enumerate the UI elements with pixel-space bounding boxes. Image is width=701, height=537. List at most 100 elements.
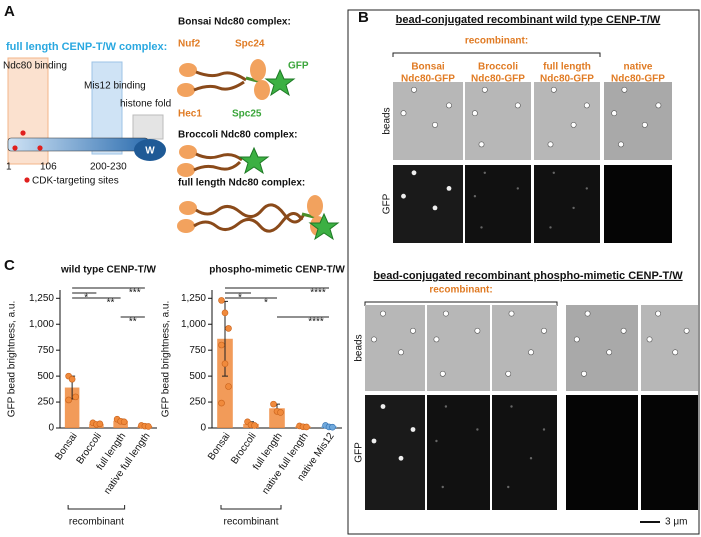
gfp-image [465, 165, 531, 243]
bead [573, 336, 580, 343]
group-bracket [67, 505, 126, 510]
bead-image [393, 82, 463, 160]
row-label: beads [354, 334, 365, 361]
bead [618, 141, 624, 148]
section-title: bead-conjugated recombinant wild type CE… [396, 14, 661, 26]
column-label: Bonsai [411, 62, 445, 73]
gfp-spot [432, 205, 438, 211]
bead [471, 110, 478, 117]
position-label: 1 [6, 162, 12, 173]
subunit-label: Hec1 [178, 109, 202, 120]
data-point [225, 383, 232, 390]
bead-image [604, 82, 672, 160]
bead [432, 122, 438, 128]
bead [655, 102, 662, 109]
column-label: Ndc80-GFP [540, 74, 594, 85]
bead [570, 122, 577, 128]
section-title: bead-conjugated recombinant phospho-mime… [373, 270, 683, 282]
panel-title: full length CENP-T/W complex: [6, 41, 167, 53]
bead-image [641, 305, 698, 391]
y-tick-label: 1,250 [181, 293, 206, 304]
gfp-spot [585, 187, 588, 190]
gfp-image [492, 395, 557, 510]
bead [380, 310, 386, 317]
gfp-spot [473, 195, 477, 198]
y-tick-label: 1,000 [29, 319, 54, 330]
panel-letter: C [4, 257, 15, 274]
histone-region [132, 114, 164, 140]
gfp-spot [411, 170, 417, 176]
gfp-spot [529, 457, 533, 460]
legend-label: CDK-targeting sites [32, 176, 119, 187]
gfp-image [604, 165, 672, 243]
bead [398, 349, 404, 356]
gfp-spot [398, 455, 404, 461]
gfp-spot [476, 428, 479, 431]
panel-b-frame [347, 9, 700, 535]
row-label: GFP [354, 442, 365, 463]
group-label: recombinant: [465, 36, 528, 47]
bead [655, 310, 661, 317]
bead-image [534, 82, 600, 160]
bead [611, 110, 618, 117]
y-axis-label: GFP bead brightness, a.u. [7, 301, 18, 418]
data-point [251, 422, 258, 429]
gfp-spot [507, 485, 510, 489]
bead [410, 327, 416, 334]
complex-title: full length Ndc80 complex: [178, 178, 305, 189]
column-label: Ndc80-GFP [401, 74, 455, 85]
gfp-spot [441, 485, 444, 489]
data-point [218, 341, 225, 349]
bead [528, 349, 534, 356]
data-point [221, 309, 229, 317]
y-tick-label: 750 [37, 345, 54, 356]
panel-letter: A [4, 3, 15, 20]
gfp-image [566, 395, 638, 510]
cdk-site [12, 145, 18, 151]
bead [584, 310, 591, 317]
bonsai-schematic [177, 59, 296, 100]
data-point [221, 360, 229, 367]
bead [442, 310, 449, 317]
panel-letter: B [358, 9, 369, 26]
bead [514, 102, 521, 109]
row-label: beads [382, 107, 393, 134]
column-label: Ndc80-GFP [471, 74, 525, 85]
region-label: Ndc80 binding [3, 61, 67, 72]
gfp-image [427, 395, 490, 510]
y-tick-label: 750 [189, 345, 206, 356]
subunit-label: Spc25 [232, 109, 262, 120]
data-point [277, 409, 284, 416]
data-point [218, 297, 225, 304]
bead [583, 102, 590, 109]
y-tick-label: 0 [200, 423, 206, 434]
column-label: Broccoli [478, 62, 518, 73]
gfp-spot [542, 428, 546, 431]
bead [606, 349, 613, 356]
y-tick-label: 250 [189, 397, 206, 408]
gfp-spot [483, 171, 486, 174]
bead [508, 310, 515, 317]
column-label: full length [543, 62, 591, 73]
bead-image [492, 305, 557, 391]
w-label: W [145, 146, 155, 157]
bead-image [365, 305, 425, 391]
scale-label: 3 μm [665, 517, 687, 528]
bead [646, 336, 653, 343]
gfp-image [534, 165, 600, 243]
bead-image [465, 82, 531, 160]
bead [433, 336, 440, 343]
legend-dot [24, 177, 30, 183]
gfp-spot [410, 427, 416, 432]
cdk-site [37, 145, 43, 151]
bead [620, 327, 627, 334]
subunit-label: GFP [288, 61, 309, 72]
significance-label: *** [129, 288, 141, 299]
data-point [303, 423, 310, 431]
cenp-t-bar [7, 137, 149, 152]
bead [481, 86, 488, 93]
y-tick-label: 1,250 [29, 293, 54, 304]
y-tick-label: 250 [37, 397, 54, 408]
group-label: recombinant [69, 517, 124, 528]
